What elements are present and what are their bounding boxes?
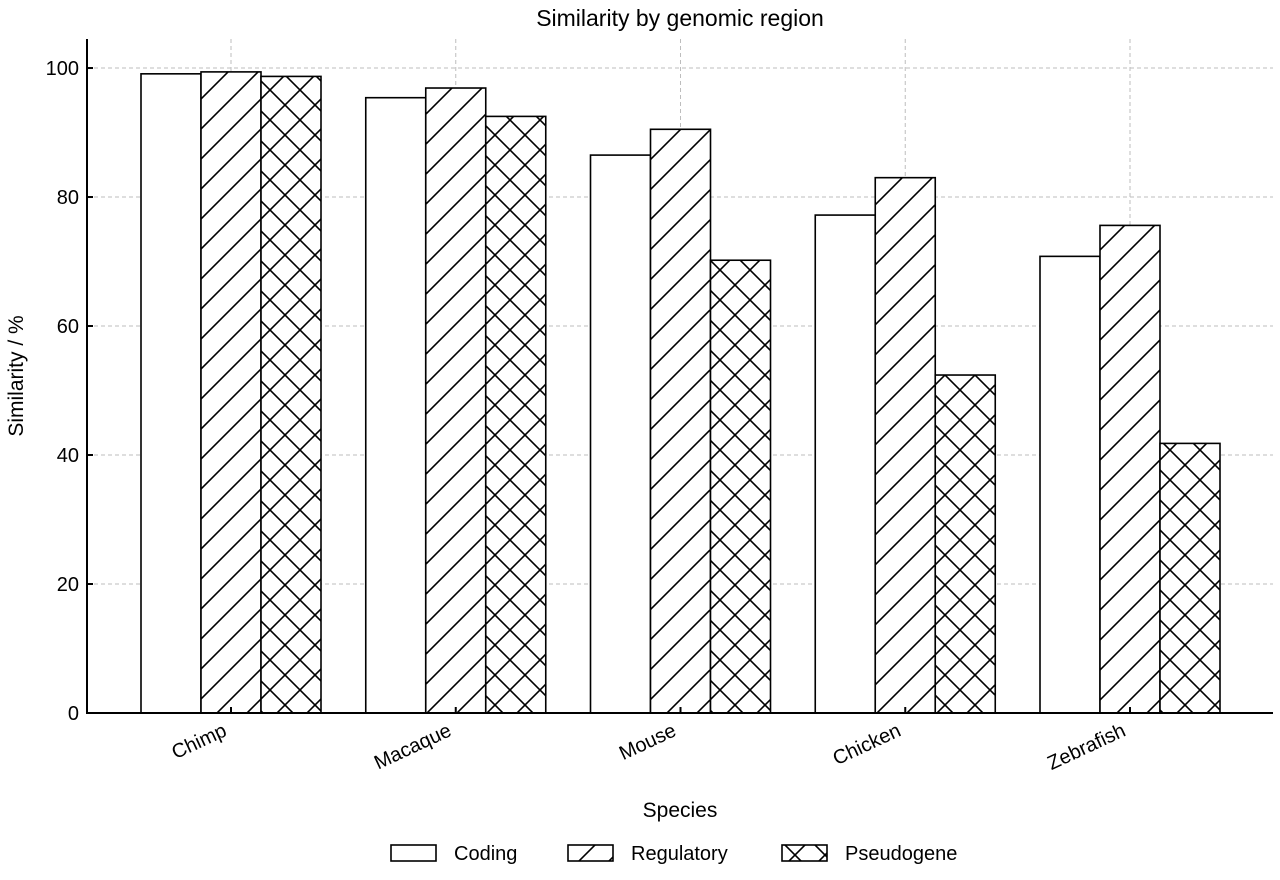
y-tick-label: 60 [57, 316, 79, 338]
axes [86, 39, 1273, 714]
bar-regulatory-mouse [649, 128, 712, 714]
legend-swatch-pseudogene [781, 844, 828, 862]
y-tick-label: 0 [68, 703, 79, 725]
legend-label-coding: Coding [454, 843, 517, 865]
x-tick-label-zebrafish: Zebrafish [1044, 720, 1129, 775]
bar-regulatory-chicken [874, 176, 937, 714]
bar-regulatory-zebrafish [1099, 224, 1161, 714]
bar-regulatory-macaque [424, 87, 487, 714]
y-tick-label: 40 [57, 445, 79, 467]
legend-item-regulatory: Regulatory [567, 843, 728, 865]
bar-pseudogene-mouse [709, 259, 772, 714]
bar-pseudogene-chicken [934, 374, 997, 714]
legend-item-pseudogene: Pseudogene [781, 843, 957, 865]
bar-coding-macaque [364, 96, 427, 714]
y-tick-labels: 0 20 40 60 80 100 [46, 58, 79, 725]
legend: Coding Regulatory Pseudogene [390, 843, 957, 865]
bar-coding-mouse [589, 154, 652, 714]
x-tick-label-mouse: Mouse [616, 720, 680, 765]
x-axis-label: Species [643, 799, 718, 822]
x-tick-labels: Chimp Macaque Mouse Chicken Zebrafish [168, 720, 1129, 775]
legend-swatch-regulatory [567, 844, 614, 862]
bar-pseudogene-chimp [260, 75, 322, 714]
bar-pseudogene-macaque [484, 115, 547, 714]
chart-title: Similarity by genomic region [536, 5, 824, 31]
legend-swatch-coding [390, 844, 437, 862]
bars [140, 71, 1221, 714]
x-tick-label-chimp: Chimp [168, 720, 230, 764]
bar-regulatory-chimp [200, 71, 262, 714]
bar-coding-zebrafish [1039, 255, 1101, 714]
legend-label-pseudogene: Pseudogene [845, 843, 957, 865]
x-tick-label-macaque: Macaque [371, 720, 455, 775]
x-tick-label-chicken: Chicken [830, 720, 905, 770]
legend-label-regulatory: Regulatory [631, 843, 728, 865]
legend-item-coding: Coding [390, 843, 517, 865]
y-axis-label: Similarity / % [5, 315, 28, 436]
y-tick-label: 80 [57, 187, 79, 209]
bar-coding-chicken [814, 214, 877, 714]
y-tick-label: 20 [57, 574, 79, 596]
bar-pseudogene-zebrafish [1159, 442, 1221, 714]
bar-coding-chimp [140, 73, 202, 714]
y-tick-label: 100 [46, 58, 79, 80]
